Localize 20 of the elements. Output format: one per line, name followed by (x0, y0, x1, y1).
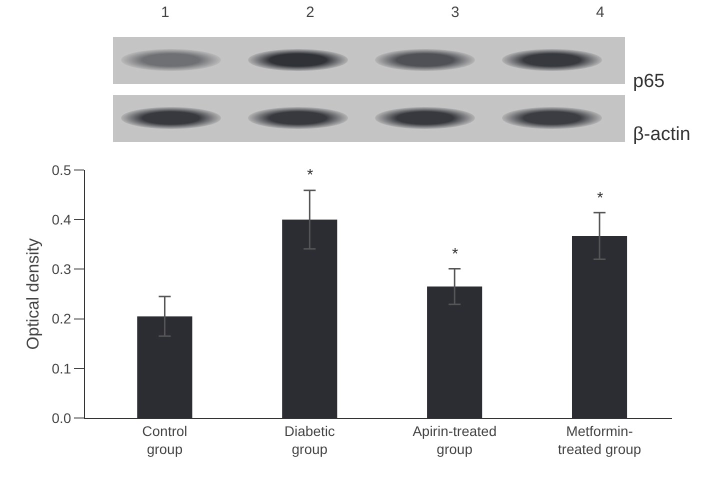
y-tick-label: 0.0 (52, 410, 72, 426)
x-tick-label: Control group (142, 422, 188, 457)
text: β-actin (633, 124, 690, 145)
text: p65 (633, 71, 665, 92)
annotation: * (307, 167, 314, 184)
y-tick-label: 0.1 (52, 360, 72, 376)
x-tick-label: Apirin-treated group (412, 422, 497, 457)
annotation: * (452, 246, 458, 263)
annotation: * (597, 190, 604, 207)
x-tick-label: Diabetic group (284, 422, 335, 457)
y-axis-title: Optical density (23, 238, 42, 350)
text: 2 (306, 4, 314, 21)
text: 3 (451, 4, 460, 21)
y-tick-label: 0.3 (52, 261, 72, 278)
text: 1 (161, 4, 170, 21)
y-tick-label: 0.5 (52, 162, 72, 178)
y-tick-label: 0.2 (52, 310, 72, 327)
text: 4 (596, 4, 604, 21)
y-tick-label: 0.4 (52, 212, 72, 228)
x-tick-label: Metformin- treated group (558, 422, 642, 457)
